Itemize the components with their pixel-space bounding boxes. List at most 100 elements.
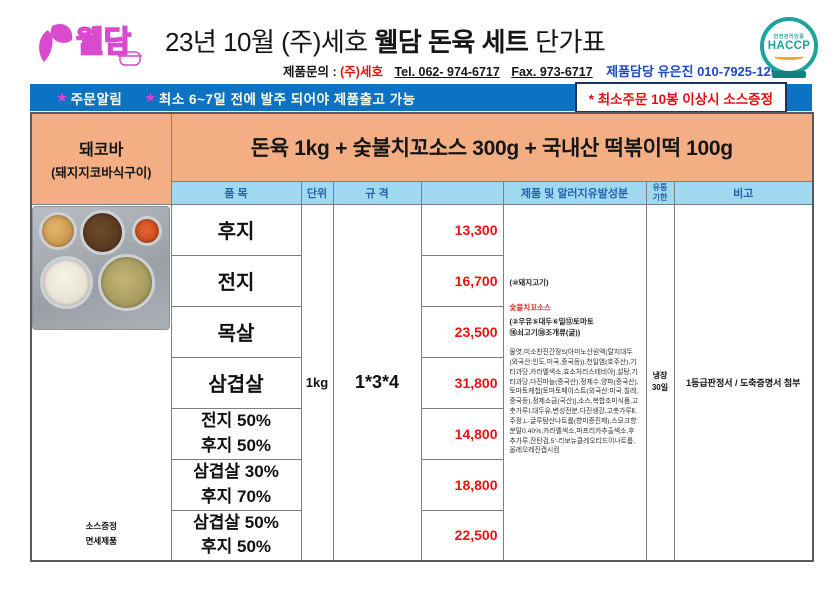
column-header-item: 품 목: [170, 180, 302, 205]
column-header-allergy: 제품 및 알러지유발성분: [502, 180, 647, 205]
sauce-name: 숯불치꼬소스: [509, 302, 551, 312]
column-header-row: 품 목 단위 규 격 제품 및 알러지유발성분 유통 기한 비고: [31, 180, 814, 205]
price-cell: 13,300: [420, 203, 504, 256]
banner-notice2: 최소 6~7일 전에 발주 되어야 제품출고 가능: [158, 91, 416, 107]
haccp-ribbon: [772, 71, 806, 78]
set-title-cell: 돈육 1kg + 숯불치꼬소스 300g + 국내산 떡볶이떡 100g: [170, 112, 814, 182]
sauce-allergens-line2: ⑯쇠고기⑱조개류(굴)): [509, 327, 581, 337]
item-label: 목살: [217, 323, 255, 345]
pot-icon: [119, 51, 141, 66]
price-cell: 18,800: [420, 458, 504, 511]
allergy-info-cell: (⑩돼지고기) 숯불치꼬소스 (②우유⑤대두⑥밀⑫토마토 ⑯쇠고기⑱조개류(굴)…: [502, 203, 647, 562]
title-prefix: 23년 10월 (주)세호: [165, 27, 375, 57]
contact-label: 제품문의 :: [283, 65, 337, 79]
table-row: 전지 16,700: [31, 254, 813, 307]
product-name-cell: 돼코바 (돼지지코바식구이): [30, 112, 172, 205]
weldam-logo-graphic: 웰담: [39, 23, 142, 66]
star-icon: ★: [56, 89, 69, 105]
price-cell: 22,500: [420, 509, 504, 562]
dumpling-bowl: [39, 211, 78, 250]
price-cell: 23,500: [420, 305, 504, 358]
item-label: 삼겹살: [208, 374, 264, 396]
order-notice-banner: ★ 주문알림 ★ 최소 6~7일 전에 발주 되어야 제품출고 가능 * 최소주…: [30, 82, 812, 113]
price-cell: 14,800: [420, 407, 504, 460]
logo-text: 웰담: [76, 26, 132, 59]
item-label: 전지 50%: [200, 410, 272, 430]
item-cell: 목살: [170, 305, 302, 358]
item-cell: 전지: [170, 254, 302, 307]
table-row: 삼겹살 30% 후지 70% 18,800: [31, 458, 813, 511]
column-header-unit: 단위: [300, 180, 334, 205]
haccp-swoosh-icon: [774, 53, 804, 60]
kimchi-bowl: [132, 215, 163, 246]
contact-manager: 제품담당 유은진 010-7925-1256: [606, 64, 786, 79]
contact-fax: Fax. 973-6717: [511, 65, 593, 79]
item-cell: 후지: [170, 203, 302, 256]
promo-text: * 최소주문 10봉 이상시 소스증정: [588, 91, 773, 107]
product-photo-cell: 소스증정 면세제품: [30, 203, 172, 562]
table-row: 목살 23,500: [31, 305, 813, 358]
weldam-logo: 웰담: [34, 12, 146, 74]
item-cell: 삼겹살 30% 후지 70%: [170, 458, 302, 511]
price-cell: 31,800: [420, 356, 504, 409]
table-row: 소스증정 면세제품 후지 1kg 1*3*4 13,300 (⑩돼지고기) 숯불…: [30, 203, 814, 562]
table-row: 삼겹살 31,800: [31, 356, 813, 409]
haccp-badge: 안전관리인증 HACCP: [758, 17, 820, 83]
meat-dish-bowl: [80, 209, 126, 255]
note-cell: 1등급판정서 / 도축증명서 첨부: [673, 203, 814, 562]
column-header-expiry-line2: 기한: [652, 192, 668, 202]
haccp-circle: 안전관리인증 HACCP: [760, 17, 818, 75]
rice-bowl: [40, 255, 94, 309]
ingredients-text: 물엿,미소찬진간장S[아미노산원액(탈지대두(외국산:인도,미국,중국등)),천…: [509, 349, 639, 455]
item-label-2: 후지 70%: [200, 486, 272, 506]
product-subname: (돼지지코바식구이): [51, 166, 152, 181]
title-bold: 웰담 돈육 세트: [374, 27, 529, 57]
item-label: 삼겹살 30%: [193, 461, 279, 481]
minimum-order-promo-box: * 최소주문 10봉 이상시 소스증정: [574, 82, 787, 113]
footer-note-line2: 면세제품: [85, 535, 117, 546]
footer-note: 소스증정 면세제품: [32, 519, 170, 548]
expiry-cell: 냉장 30일: [645, 203, 675, 562]
logo-petal-left: [39, 30, 53, 62]
column-header-note: 비고: [673, 180, 814, 205]
soup-bowl: [98, 253, 156, 311]
spec-cell: 1*3*4: [332, 203, 422, 562]
column-header-expiry-line1: 유통: [652, 183, 668, 193]
contact-company: (주)세호: [340, 65, 383, 79]
item-cell: 삼겹살 50% 후지 50%: [170, 509, 302, 562]
table-row: 전지 50% 후지 50% 14,800: [31, 407, 813, 460]
item-label: 전지: [217, 272, 255, 294]
sauce-allergens: (②우유⑤대두⑥밀⑫토마토 ⑯쇠고기⑱조개류(굴)): [510, 316, 641, 339]
food-tray-photo: [32, 205, 170, 330]
expiry-line1: 냉장: [652, 371, 668, 381]
contact-line: 제품문의 : (주)세호 Tel. 062- 974-6717 Fax. 973…: [283, 61, 785, 80]
price-table: 돼코바 (돼지지코바식구이) 돈육 1kg + 숯불치꼬소스 300g + 국내…: [30, 112, 815, 562]
item-cell: 삼겹살: [170, 356, 302, 409]
unit-cell: 1kg: [300, 203, 334, 562]
page-title: 23년 10월 (주)세호 웰담 돈육 세트 단가표: [165, 22, 755, 59]
column-header-price: [420, 180, 504, 205]
star-icon: ★: [144, 89, 157, 105]
item-label-2: 후지 50%: [200, 537, 272, 557]
price-cell: 16,700: [420, 254, 504, 307]
footer-note-line1: 소스증정: [85, 521, 117, 532]
expiry-line2: 30일: [651, 383, 669, 393]
logo-petal-top: [50, 23, 73, 43]
item-label-2: 후지 50%: [200, 435, 272, 455]
item-label: 후지: [217, 221, 255, 243]
column-header-expiry: 유통 기한: [645, 180, 675, 205]
item-cell: 전지 50% 후지 50%: [170, 407, 302, 460]
haccp-top-text: 안전관리인증: [773, 33, 805, 40]
item-label: 삼겹살 50%: [193, 512, 279, 532]
meat-allergen: (⑩돼지고기): [509, 277, 549, 287]
banner-text: ★ 주문알림 ★ 최소 6~7일 전에 발주 되어야 제품출고 가능: [56, 84, 416, 111]
product-name: 돼코바: [79, 142, 124, 160]
banner-notice1: 주문알림: [70, 91, 123, 107]
table-row: 삼겹살 50% 후지 50% 22,500: [31, 509, 813, 562]
haccp-main-text: HACCP: [767, 39, 811, 52]
contact-tel: Tel. 062- 974-6717: [394, 65, 500, 79]
sauce-allergens-line1: (②우유⑤대두⑥밀⑫토마토: [509, 316, 594, 326]
column-header-spec: 규 격: [332, 180, 422, 205]
title-suffix: 단가표: [528, 27, 606, 57]
